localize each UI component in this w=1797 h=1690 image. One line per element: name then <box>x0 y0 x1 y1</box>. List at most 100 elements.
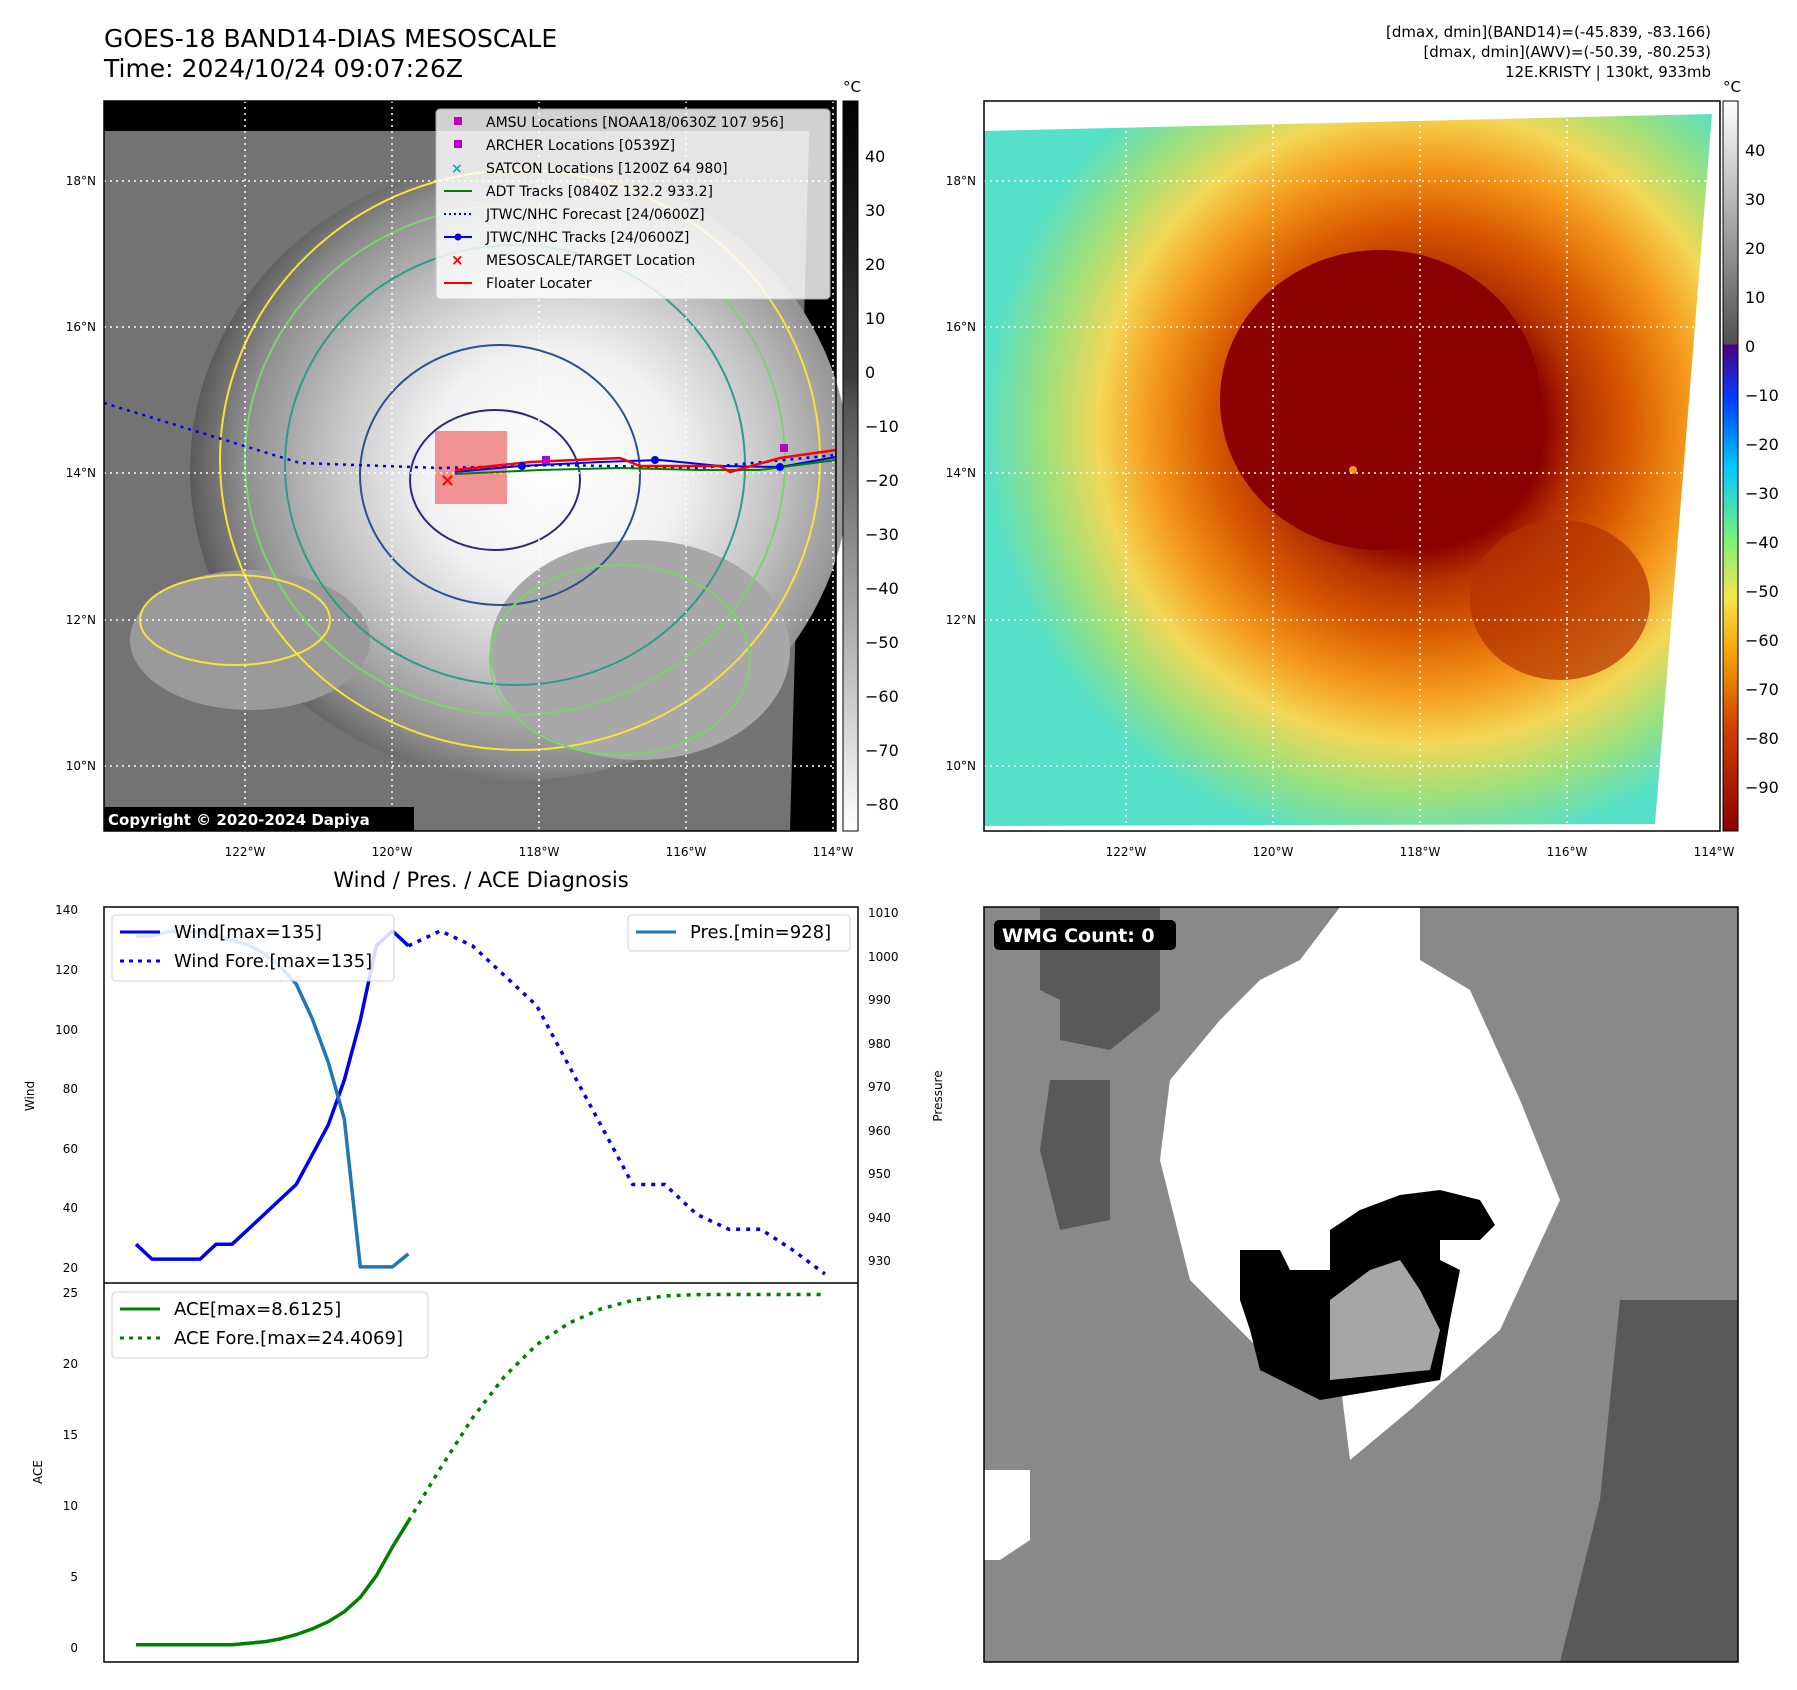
ir-legend-box <box>435 108 831 300</box>
ir-colorbar-tick: −20 <box>865 471 899 490</box>
ir-map-frame <box>103 100 837 832</box>
track-markers <box>518 456 784 471</box>
color-map-panel: 18°N 16°N 14°N 12°N 10°N 122°W 120°W 118… <box>946 78 1779 859</box>
color-lon-label: 114°W <box>1694 845 1735 859</box>
pres-legend: Pres.[min=928] <box>627 914 851 952</box>
ir-colorbar-tick: −70 <box>865 741 899 760</box>
stats-awv: [dmax, dmin](AWV)=(-50.39, -80.253) <box>1423 43 1711 61</box>
wind-tick: 140 <box>55 903 78 917</box>
wind-tick: 60 <box>63 1142 78 1156</box>
pres-tick: 930 <box>868 1254 891 1268</box>
color-colorbar-tick: −30 <box>1745 484 1779 503</box>
ace-legend: ACE[max=8.6125] ACE Fore.[max=24.4069] <box>111 1291 429 1359</box>
color-colorbar-tick: 40 <box>1745 141 1765 160</box>
stats-block: [dmax, dmin](BAND14)=(-45.839, -83.166) … <box>1386 22 1711 82</box>
color-colorbar-ticks: 40 30 20 10 0 −10 −20 −30 −40 −50 −60 −7… <box>1745 141 1779 797</box>
wmg-eye <box>1330 1260 1440 1380</box>
pres-axis-label: Pressure <box>931 1070 945 1121</box>
color-lon-label: 118°W <box>1400 845 1441 859</box>
wmg-count-box <box>994 920 1176 950</box>
color-rainband <box>1470 520 1650 680</box>
legend-satcon-label: SATCON Locations [1200Z 64 980] <box>486 161 728 177</box>
ace-fore-legend-label: ACE Fore.[max=24.4069] <box>174 1328 403 1349</box>
copyright-text: Copyright © 2020-2024 Dapiya <box>108 811 370 829</box>
pres-legend-box <box>627 914 851 952</box>
color-colorbar-tick: −60 <box>1745 631 1779 650</box>
color-colorbar-tick: −10 <box>1745 386 1779 405</box>
wmg-dark-patch <box>1040 1080 1110 1230</box>
pres-legend-label: Pres.[min=928] <box>690 922 831 943</box>
adt-track <box>454 459 837 475</box>
color-colorbar-unit: °C <box>1723 78 1741 96</box>
wmg-count-label: WMG Count: 0 <box>1002 925 1155 947</box>
ir-colorbar-ticks: 40 30 20 10 0 −10 −20 −30 −40 −50 −60 −7… <box>865 147 899 814</box>
wmg-panel: WMG Count: 0 <box>983 906 1739 1663</box>
color-lon-label: 120°W <box>1253 845 1294 859</box>
legend-amsu-swatch <box>454 117 462 125</box>
legend-tracks-label: JTWC/NHC Tracks [24/0600Z] <box>485 230 689 246</box>
color-colorbar <box>1722 100 1739 832</box>
pres-tick: 950 <box>868 1167 891 1181</box>
ace-tick: 15 <box>63 1428 78 1442</box>
color-lat-label: 10°N <box>946 759 976 773</box>
legend-forecast-label: JTWC/NHC Forecast [24/0600Z] <box>485 207 705 223</box>
pres-tick: 1010 <box>868 906 899 920</box>
color-colorbar-tick: 30 <box>1745 190 1765 209</box>
wind-tick: 120 <box>55 963 78 977</box>
color-colorbar-tick: −40 <box>1745 533 1779 552</box>
contour-navy <box>409 409 581 551</box>
legend-satcon-swatch: × <box>451 161 463 177</box>
color-lat-label: 12°N <box>946 613 976 627</box>
ir-lon-label: 114°W <box>813 845 854 859</box>
figure-title: GOES-18 BAND14-DIAS MESOSCALE <box>104 24 558 53</box>
wind-legend-label: Wind[max=135] <box>174 922 322 943</box>
diagnosis-title: Wind / Pres. / ACE Diagnosis <box>333 868 628 892</box>
figure-time: Time: 2024/10/24 09:07:26Z <box>104 54 463 83</box>
diagnosis-panel: Wind / Pres. / ACE Diagnosis 140 120 100… <box>23 868 945 1663</box>
contour-blue <box>359 344 641 606</box>
color-colorbar-tick: 20 <box>1745 239 1765 258</box>
pres-axis-ticks: 1010 1000 990 980 970 960 950 940 930 <box>868 906 899 1268</box>
color-lon-label: 116°W <box>1547 845 1588 859</box>
ace-series-layer <box>136 1292 825 1647</box>
forecast-track <box>103 401 837 470</box>
ir-colorbar-tick: −10 <box>865 417 899 436</box>
stats-band14: [dmax, dmin](BAND14)=(-45.839, -83.166) <box>1386 23 1711 41</box>
ir-colorbar-tick: 40 <box>865 147 885 166</box>
legend-floater-label: Floater Locater <box>486 276 592 292</box>
color-lon-labels: 122°W 120°W 118°W 116°W 114°W <box>1106 845 1735 859</box>
color-gridlines <box>984 101 1720 831</box>
wind-tick: 20 <box>63 1261 78 1275</box>
ir-colorbar-tick: −60 <box>865 687 899 706</box>
ace-tick: 20 <box>63 1357 78 1371</box>
ace-axis-label: ACE <box>31 1460 45 1484</box>
legend-target-swatch: × <box>451 251 464 269</box>
ir-colorbar-tick: 30 <box>865 201 885 220</box>
color-colorbar-tick: −50 <box>1745 582 1779 601</box>
ir-colorbar-tick: 0 <box>865 363 875 382</box>
wind-tick: 80 <box>63 1082 78 1096</box>
legend-archer-swatch <box>454 140 462 148</box>
amsu-marker <box>542 456 550 464</box>
copyright-box <box>104 807 414 831</box>
ir-lon-labels: 122°W 120°W 118°W 116°W 114°W <box>225 845 854 859</box>
wind-legend-box <box>111 914 395 982</box>
wmg-white-fragment <box>984 1470 1030 1560</box>
wind-tick: 40 <box>63 1201 78 1215</box>
ir-colorbar-tick: 10 <box>865 309 885 328</box>
color-lat-label: 18°N <box>946 174 976 188</box>
color-colorbar-tick: −80 <box>1745 729 1779 748</box>
ir-colorbar-tick: −80 <box>865 795 899 814</box>
ir-lat-label: 12°N <box>66 613 96 627</box>
ace-tick: 25 <box>63 1286 78 1300</box>
diagnosis-frame <box>103 906 859 1663</box>
legend-target-label: MESOSCALE/TARGET Location <box>486 253 695 269</box>
color-colorbar-tick: 0 <box>1745 337 1755 356</box>
ir-lon-label: 122°W <box>225 845 266 859</box>
color-colorbar-tick: 10 <box>1745 288 1765 307</box>
legend-amsu-label: AMSU Locations [NOAA18/0630Z 107 956] <box>486 115 784 131</box>
color-lat-label: 14°N <box>946 466 976 480</box>
wmg-frame <box>983 906 1739 1663</box>
wind-axis-ticks: 140 120 100 80 60 40 20 <box>55 903 78 1275</box>
